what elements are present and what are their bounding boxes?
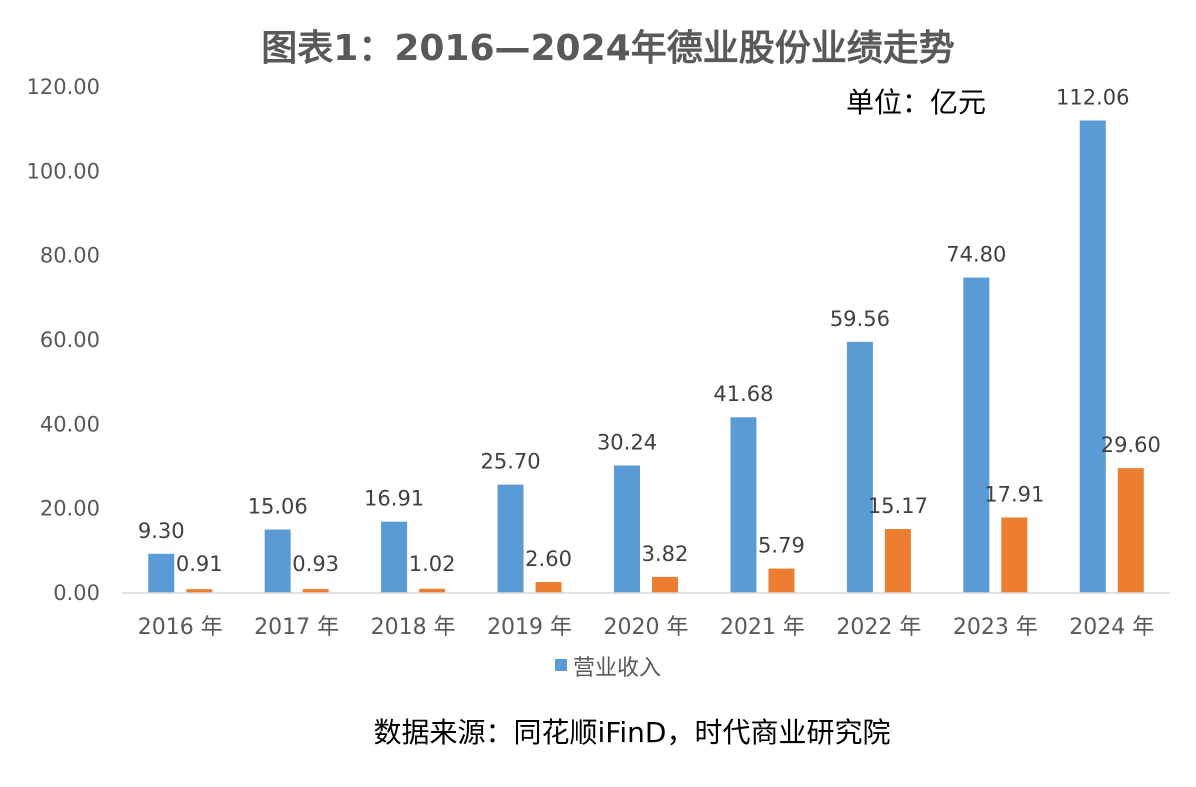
data-label-series-2: 5.79 <box>758 534 805 558</box>
legend: 营业收入 <box>555 656 661 681</box>
bar-series-2 <box>884 529 911 593</box>
bar-series-2 <box>1117 468 1144 593</box>
x-category-label: 2019 年 <box>487 615 572 640</box>
x-category-label: 2017 年 <box>254 615 339 640</box>
data-label-revenue: 59.56 <box>830 307 890 331</box>
legend-swatch-revenue <box>555 659 567 671</box>
data-label-revenue: 16.91 <box>364 487 424 511</box>
data-labels: 9.30 15.06 16.91 25.70 30.24 41.68 59.56 74.80 1… <box>138 85 1161 576</box>
y-tick-label: 100.00 <box>27 159 100 183</box>
legend-label-revenue: 营业收入 <box>573 656 661 681</box>
bar-revenue <box>264 529 291 593</box>
data-label-revenue: 30.24 <box>597 430 657 454</box>
x-category-label: 2020 年 <box>604 615 689 640</box>
bar-series-2 <box>652 576 678 593</box>
bar-revenue <box>1079 120 1106 593</box>
data-label-revenue: 74.80 <box>946 243 1006 267</box>
y-tick-label: 0.00 <box>53 581 100 605</box>
data-label-revenue: 9.30 <box>138 519 185 543</box>
data-label-revenue: 15.06 <box>248 494 308 518</box>
source-note: 数据来源：同花顺iFinD，时代商业研究院 <box>374 716 891 749</box>
data-label-series-2: 3.82 <box>642 542 689 566</box>
bar-series-2 <box>419 588 446 593</box>
data-label-revenue: 112.06 <box>1056 85 1129 109</box>
x-category-label: 2022 年 <box>836 615 921 640</box>
unit-label: 单位：亿元 <box>846 86 986 119</box>
y-tick-label: 60.00 <box>40 328 100 352</box>
y-axis: 0.00 20.00 40.00 60.00 80.00 100.00 120.00 <box>27 75 100 605</box>
data-label-series-2: 2.60 <box>525 547 572 571</box>
data-label-series-2: 0.91 <box>176 552 223 576</box>
bar-series-2 <box>768 568 795 593</box>
data-label-series-2: 1.02 <box>409 552 456 576</box>
bar-revenue <box>148 553 175 593</box>
data-label-revenue: 25.70 <box>480 450 540 474</box>
bar-series-2 <box>186 589 213 593</box>
x-category-label: 2024 年 <box>1069 615 1154 640</box>
y-tick-label: 80.00 <box>40 244 100 268</box>
bar-series-2 <box>302 589 329 593</box>
chart-title: 图表1：2016—2024年德业股份业绩走势 <box>261 28 954 69</box>
bar-revenue <box>730 417 757 593</box>
y-tick-label: 120.00 <box>27 75 100 99</box>
x-category-label: 2018 年 <box>371 615 456 640</box>
bar-series-2 <box>535 582 562 593</box>
y-tick-label: 20.00 <box>40 497 100 521</box>
data-label-series-2: 17.91 <box>984 482 1044 506</box>
x-category-label: 2016 年 <box>138 615 223 640</box>
data-label-series-2: 15.17 <box>868 494 928 518</box>
bar-revenue <box>963 277 990 593</box>
bars <box>148 120 1144 593</box>
bar-revenue <box>497 484 524 593</box>
bar-revenue <box>381 521 408 593</box>
bar-series-2 <box>1001 517 1028 593</box>
data-label-revenue: 41.68 <box>713 382 773 406</box>
bar-revenue <box>846 341 873 593</box>
y-tick-label: 40.00 <box>40 412 100 436</box>
data-label-series-2: 0.93 <box>292 552 339 576</box>
bar-revenue <box>614 465 640 593</box>
x-axis: 2016 年 2017 年 2018 年 2019 年 2020 年 2021 年 2022… <box>138 615 1155 640</box>
data-label-series-2: 29.60 <box>1101 433 1161 457</box>
x-category-label: 2021 年 <box>720 615 805 640</box>
x-category-label: 2023 年 <box>953 615 1038 640</box>
